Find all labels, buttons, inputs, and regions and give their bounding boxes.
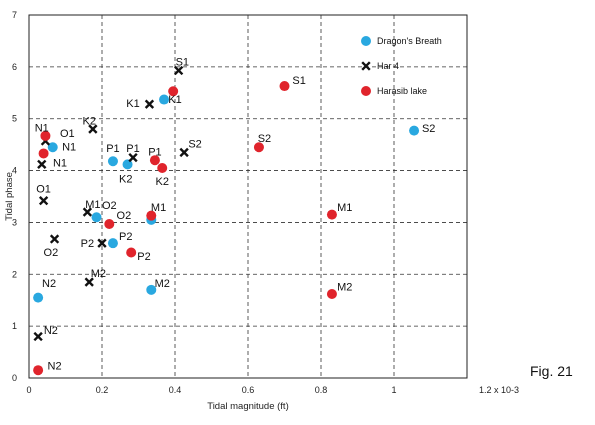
- point-label: O1: [60, 128, 75, 140]
- data-point: [40, 130, 51, 141]
- y-tick-label: 7: [12, 10, 17, 20]
- point-label: S1: [176, 57, 189, 69]
- legend-label: Harasib lake: [377, 86, 427, 96]
- data-point: [33, 365, 44, 376]
- data-point: [47, 142, 58, 153]
- y-tick-label: 4: [12, 166, 17, 176]
- point-label: M1: [85, 199, 100, 211]
- data-point: [107, 238, 118, 249]
- data-point: [157, 162, 168, 173]
- grid-lines: [29, 15, 467, 378]
- point-label: S1: [292, 75, 305, 87]
- data-point: [146, 210, 157, 221]
- point-label: M2: [91, 268, 106, 280]
- point-label: M1: [151, 202, 166, 214]
- x-tick-label: 0.4: [169, 385, 182, 395]
- data-point: [128, 152, 138, 163]
- data-point: [149, 155, 160, 166]
- point-label: N1: [35, 123, 49, 135]
- point-label: S2: [188, 139, 201, 151]
- legend-label: Dragon's Breath: [377, 36, 442, 46]
- data-point: [88, 124, 98, 134]
- data-point: [104, 218, 115, 229]
- point-label: O2: [117, 210, 132, 222]
- data-point: [144, 99, 155, 109]
- data-point: [38, 196, 49, 206]
- data-markers: [33, 65, 420, 376]
- point-label: S2: [422, 123, 435, 135]
- data-point: [159, 94, 170, 105]
- point-label: P1: [126, 143, 139, 155]
- data-point: [49, 234, 60, 244]
- data-point: [168, 86, 179, 97]
- data-point: [126, 247, 137, 258]
- plot-frame: [28, 14, 468, 379]
- y-tick-label: 3: [12, 217, 17, 227]
- point-label: K2: [155, 176, 168, 188]
- point-label: O2: [102, 200, 117, 212]
- axis-ticks: 0 0.2 0.4 0.6 0.8 1 1.2 x 10-3 0 1 2 3 4 5 6 7: [12, 10, 519, 395]
- point-label: N2: [48, 361, 62, 373]
- data-point: [84, 277, 94, 287]
- legend: Dragon's Breath Har 4 Harasib lake: [361, 36, 442, 96]
- legend-label: Har 4: [377, 61, 399, 71]
- y-tick-label: 0: [12, 373, 17, 383]
- data-point: [97, 238, 107, 248]
- point-label: P1: [106, 143, 119, 155]
- point-label: P2: [81, 238, 94, 250]
- point-label: M1: [337, 202, 352, 214]
- data-point: [107, 156, 118, 167]
- data-point: [409, 125, 420, 136]
- figure-label: Fig. 21: [530, 363, 573, 379]
- data-point: [37, 159, 47, 169]
- point-label: P2: [137, 251, 150, 263]
- data-point: [91, 212, 102, 223]
- point-label: N2: [44, 325, 58, 337]
- point-label: N1: [53, 157, 67, 169]
- y-tick-label: 2: [12, 269, 17, 279]
- x-tick-label: 0.8: [315, 385, 328, 395]
- point-label: N1: [62, 142, 76, 154]
- point-label: P1: [148, 146, 161, 158]
- data-point: [33, 331, 43, 342]
- point-label: K1: [168, 94, 181, 106]
- point-label: M2: [155, 278, 170, 290]
- x-tick-label: 0.2: [96, 385, 109, 395]
- data-point: [326, 288, 337, 299]
- y-tick-label: 6: [12, 62, 17, 72]
- point-label: O2: [44, 247, 59, 259]
- data-point: [179, 147, 189, 158]
- y-axis-label: Tidal phase: [4, 172, 15, 221]
- data-point: [279, 81, 290, 92]
- data-point: [38, 148, 49, 159]
- x-tick-label: 0.6: [242, 385, 255, 395]
- data-point: [82, 207, 93, 217]
- point-label: K2: [82, 115, 95, 127]
- point-label: M2: [337, 282, 352, 294]
- y-tick-label: 5: [12, 114, 17, 124]
- legend-marker: [361, 86, 371, 96]
- data-point: [253, 142, 264, 153]
- data-point: [33, 292, 44, 303]
- legend-marker: [361, 36, 371, 46]
- x-axis-label: Tidal magnitude (ft): [207, 401, 289, 412]
- point-label: N2: [42, 278, 56, 290]
- legend-marker: [361, 61, 371, 71]
- point-label: O1: [36, 184, 51, 196]
- point-label: P2: [119, 231, 132, 243]
- data-point: [174, 65, 184, 76]
- y-tick-label: 1: [12, 321, 17, 331]
- point-label: S2: [258, 133, 271, 145]
- point-label: K2: [119, 173, 132, 185]
- x-tick-label: 0: [26, 385, 31, 395]
- x-tick-label: 1.2 x 10-3: [479, 385, 519, 395]
- point-label: K1: [126, 98, 139, 110]
- data-point: [326, 209, 337, 220]
- x-tick-label: 1: [391, 385, 396, 395]
- data-point: [146, 284, 157, 295]
